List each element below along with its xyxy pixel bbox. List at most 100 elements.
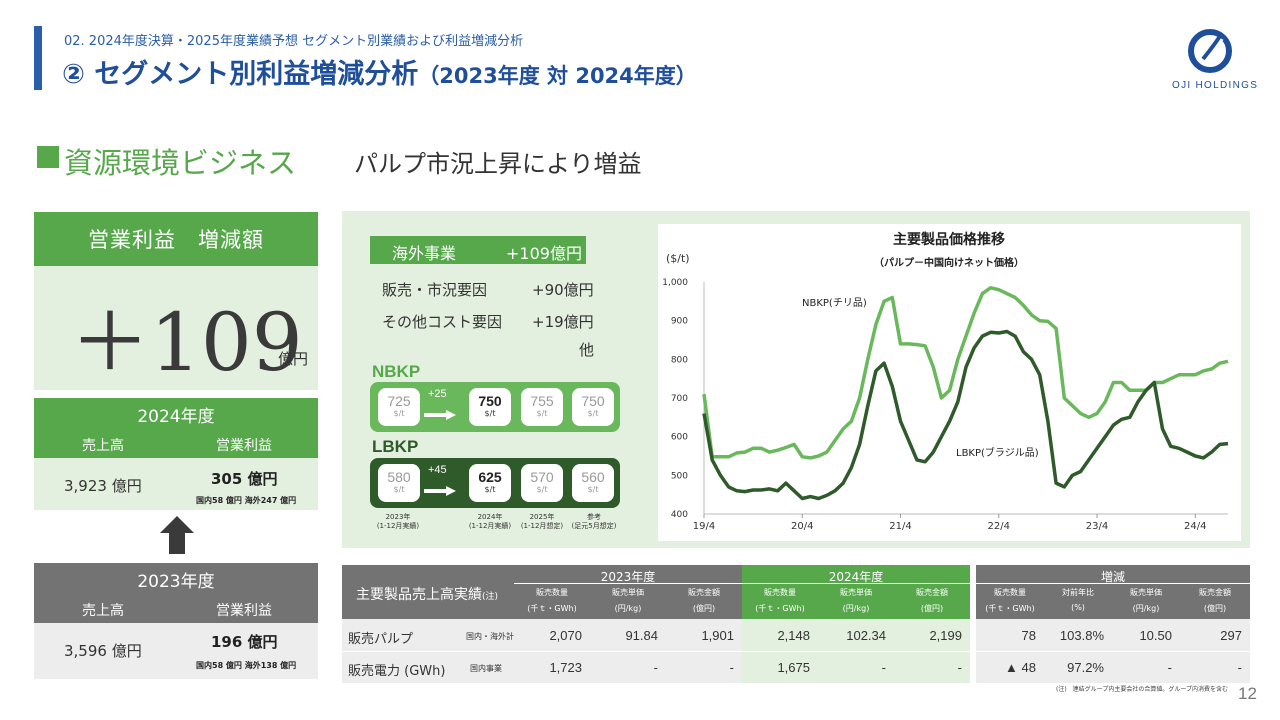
table-cell: 2,148 [777,628,810,643]
fy2024-op-note: 国内58 億円 海外247 億円 [196,496,297,505]
overseas-header: 海外事業 +109億円 [370,236,586,264]
table-cell: 1,723 [549,660,582,675]
oji-logo-icon [1188,29,1232,73]
column-header: (%) [1071,603,1085,612]
price-card: 625 $/t [469,464,511,502]
price-card: 560 $/t [572,464,614,502]
fy2023-sales-label: 売上高 [82,603,124,619]
price-col-label: 参考 (足元5月想定) [571,513,617,530]
row-sub: 国内事業 [470,664,502,673]
y-tick-label: 400 [671,510,688,520]
fy2023-subheader: 売上高 営業利益 [34,595,318,623]
table-cell: 97.2% [1067,660,1104,675]
column-header: 販売金額 [916,588,948,597]
price-card: 725 $/t [378,388,420,426]
price-card: 570 $/t [521,464,563,502]
row-name: 販売電力 (GWh) [348,664,446,679]
right-arrow-icon [424,486,456,496]
lbkp-delta: +45 [428,464,447,476]
lbkp-title: LBKP [372,437,419,456]
up-arrow-icon [160,516,194,554]
table-cell: 2,199 [929,628,962,643]
factor-other: 他 [579,341,595,359]
x-tick-label: 22/4 [988,521,1010,532]
group-change [976,565,1250,619]
column-header: 販売単価 [840,588,872,597]
column-header: 販売数量 [994,588,1026,597]
table-cell: 91.84 [625,628,658,643]
series-label-lbkp: LBKP(ブラジル品) [956,446,1039,459]
fy2024-op-label: 営業利益 [216,438,272,454]
kpi-value: ＋109 [70,296,303,389]
column-header: (円/kg) [1132,604,1160,613]
kpi-unit: 億円 [278,350,309,368]
table-cell: - [1237,660,1242,675]
overseas-label: 海外事業 [392,244,457,263]
series-line-lbkp [702,329,1229,501]
sales-table: 主要製品売上高実績(注) 2023年度 2024年度 増減 販売数量 (千ｔ・GW… [342,565,1250,685]
column-header: (億円) [1203,604,1227,613]
page-number: 12 [1238,684,1257,703]
section-square-icon [37,146,59,168]
y-tick-label: 900 [671,317,688,327]
x-tick-label: 19/4 [693,521,715,532]
fy2023-values: 3,596 億円 196 億円 国内58 億円 海外138 億円 [34,623,318,679]
column-header: 販売数量 [764,588,796,597]
fy2024-sales: 3,923 億円 [64,477,142,495]
column-header: 販売単価 [612,588,644,597]
price-col-label: 2024年 (1-12月実績) [468,513,512,530]
header-subtitle: 02. 2024年度決算・2025年度業績予想 セグメント別業績および利益増減分… [64,34,524,49]
kpi-label: 営業利益 増減額 [34,212,318,266]
fy2023-op-note: 国内58 億円 海外138 億円 [196,661,297,670]
x-tick-label: 24/4 [1184,521,1206,532]
factor-label: その他コスト要因 [382,313,503,331]
price-col-label: 2023年 (1-12月実績) [376,513,420,530]
table-cell: 103.8% [1059,628,1104,643]
price-chart: 主要製品価格推移 （パルプ－中国向けネット価格） ($/t) 400 500 600 700… [658,224,1241,541]
group-header: 2024年度 [828,570,884,584]
column-header: 販売金額 [1199,588,1231,597]
series-label-nbkp: NBKP(チリ品) [802,297,867,309]
price-card: 750 $/t [572,388,614,426]
column-header: 対前年比 [1062,588,1094,597]
y-tick-label: 1,000 [662,278,688,288]
fy2023-op: 196 億円 [211,633,278,651]
row-name: 販売パルプ [348,632,414,647]
lbkp-price-strip: 580 $/t +45 625 $/t 570 $/t 560 $/t [370,458,620,508]
column-header: (円/kg) [842,604,870,613]
price-col-label: 2025年 (1-12月想定) [520,513,564,530]
page-title-main: ② セグメント別利益増減分析 [62,59,419,90]
fy2024-subheader: 売上高 営業利益 [34,430,318,458]
fy2024-sales-label: 売上高 [82,438,124,454]
section-subtitle: パルプ市況上昇により増益 [354,150,642,178]
table-cell: 102.34 [846,628,886,643]
column-header: (千ｔ・GWh) [755,604,805,613]
price-card: 580 $/t [378,464,420,502]
page-title: ② セグメント別利益増減分析（2023年度 対 2024年度） [62,52,697,91]
x-tick-label: 23/4 [1086,521,1108,532]
factor-value: +90億円 [532,281,594,299]
fy2023-op-label: 営業利益 [216,603,272,619]
logo-text: OJI HOLDINGS [1172,80,1259,91]
price-card: 750 $/t [469,388,511,426]
price-chart-svg: 主要製品価格推移 （パルプ－中国向けネット価格） ($/t) 400 500 600 700… [662,231,1229,532]
table-cell: 10.50 [1139,628,1172,643]
column-header: (億円) [692,604,716,613]
fy2024-label: 2024年度 [34,398,318,430]
fy2023-label: 2023年度 [34,563,318,595]
page-title-paren: （2023年度 対 2024年度） [418,64,697,88]
table-cell: - [653,660,658,675]
y-tick-label: 600 [671,433,688,443]
table-title: 主要製品売上高実績(注) [356,587,499,603]
fy2024-values: 3,923 億円 305 億円 国内58 億円 海外247 億円 [34,458,318,510]
column-header: (千ｔ・GWh) [985,604,1035,613]
overseas-value: +109億円 [506,244,582,263]
chart-subtitle: （パルプ－中国向けネット価格） [874,256,1024,269]
table-cell: ▲ 48 [1005,660,1036,675]
chart-ylabel: ($/t) [666,252,690,265]
table-cell: 2,070 [549,628,582,643]
group-2023 [514,565,742,619]
factor-label: 販売・市況要因 [382,281,488,299]
fy2024-op: 305 億円 [211,470,278,488]
table-cell: 78 [1021,628,1036,643]
